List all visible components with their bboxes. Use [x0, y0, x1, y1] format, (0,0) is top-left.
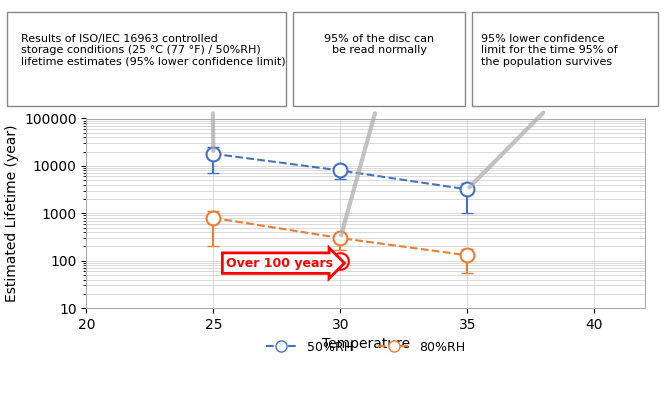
FancyBboxPatch shape: [293, 12, 466, 107]
Text: 95% lower confidence
limit for the time 95% of
the population survives: 95% lower confidence limit for the time …: [481, 34, 618, 67]
Text: 95% of the disc can
be read normally: 95% of the disc can be read normally: [324, 34, 434, 55]
Text: Over 100 years: Over 100 years: [226, 257, 333, 270]
Legend: 50%RH, 80%RH: 50%RH, 80%RH: [261, 336, 471, 359]
FancyBboxPatch shape: [7, 12, 286, 107]
X-axis label: Temperature: Temperature: [322, 337, 410, 352]
Text: Results of ISO/IEC 16963 controlled
storage conditions (25 °C (77 °F) / 50%RH)
l: Results of ISO/IEC 16963 controlled stor…: [21, 34, 285, 67]
FancyBboxPatch shape: [472, 12, 658, 107]
Y-axis label: Estimated Lifetime (year): Estimated Lifetime (year): [5, 124, 19, 302]
